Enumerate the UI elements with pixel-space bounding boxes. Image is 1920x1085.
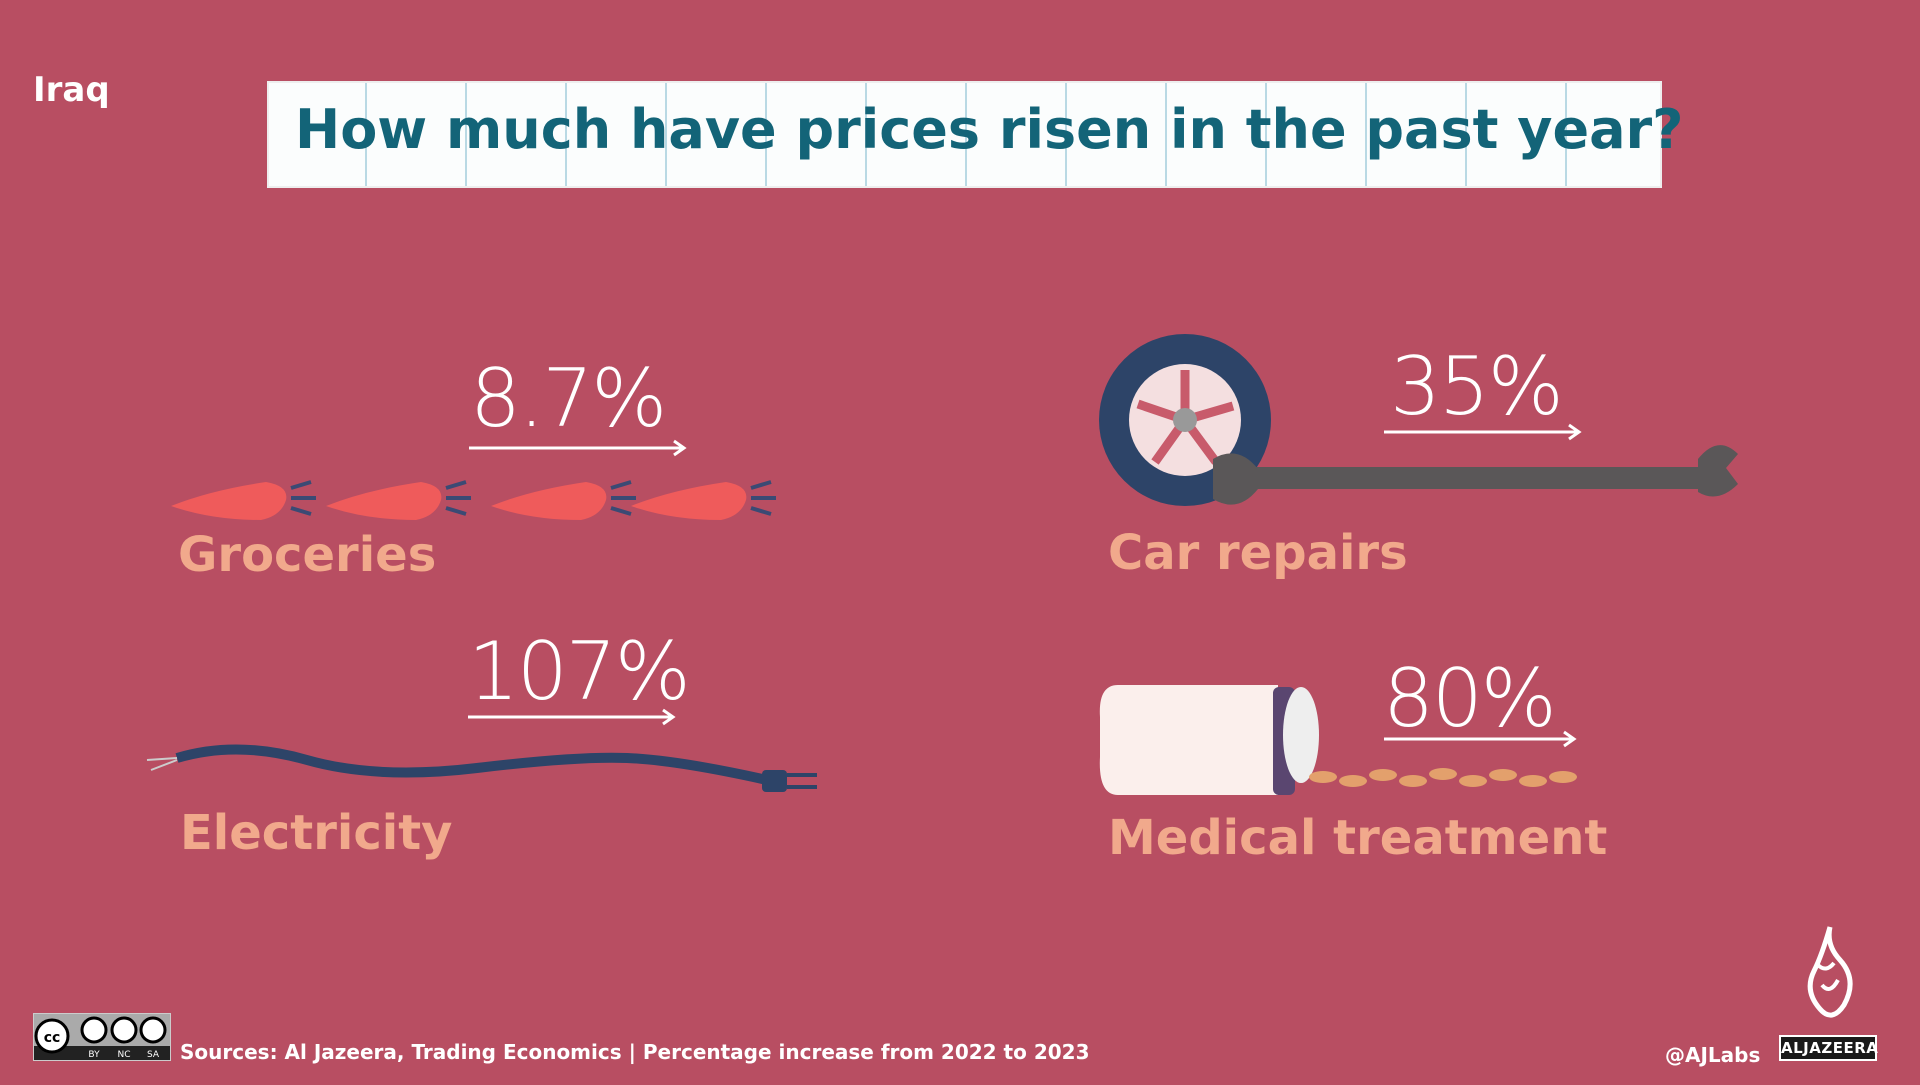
medical-treatment-value: 80%	[1383, 652, 1557, 745]
arrow-icon	[1384, 730, 1577, 748]
electricity-label: Electricity	[180, 805, 453, 861]
country-label: Iraq	[33, 70, 110, 110]
pill-bottle-icon	[1099, 685, 1577, 795]
power-cable-icon	[146, 744, 817, 792]
social-handle: @AJLabs	[1665, 1043, 1761, 1067]
groceries-label: Groceries	[178, 527, 437, 583]
page-title: How much have prices risen in the past y…	[295, 98, 1684, 161]
arrow-icon	[468, 708, 676, 726]
creative-commons-badge: cc BY NC SA	[33, 1013, 171, 1061]
electricity-value: 107%	[468, 625, 691, 718]
cc-sa: SA	[147, 1050, 160, 1060]
aljazeera-calligraphy-logo	[1807, 926, 1853, 1018]
svg-text:cc: cc	[44, 1030, 61, 1046]
car-repairs-label: Car repairs	[1108, 525, 1408, 581]
arrow-icon	[1384, 423, 1582, 441]
groceries-value: 8.7%	[470, 352, 667, 445]
wheel-wrench-icon	[1099, 334, 1738, 506]
aljazeera-logo: ALJAZEERA	[1779, 1035, 1878, 1061]
sources-note: Sources: Al Jazeera, Trading Economics |…	[180, 1040, 1090, 1064]
carrot-icon	[171, 480, 778, 522]
cc-by: BY	[88, 1050, 100, 1060]
medical-treatment-label: Medical treatment	[1108, 810, 1608, 866]
cc-nc: NC	[117, 1050, 130, 1060]
cc-license-icon: cc BY NC SA	[34, 1014, 170, 1060]
car-repairs-value: 35%	[1390, 340, 1564, 433]
title-banner	[267, 81, 1662, 188]
arrow-icon	[469, 439, 687, 457]
